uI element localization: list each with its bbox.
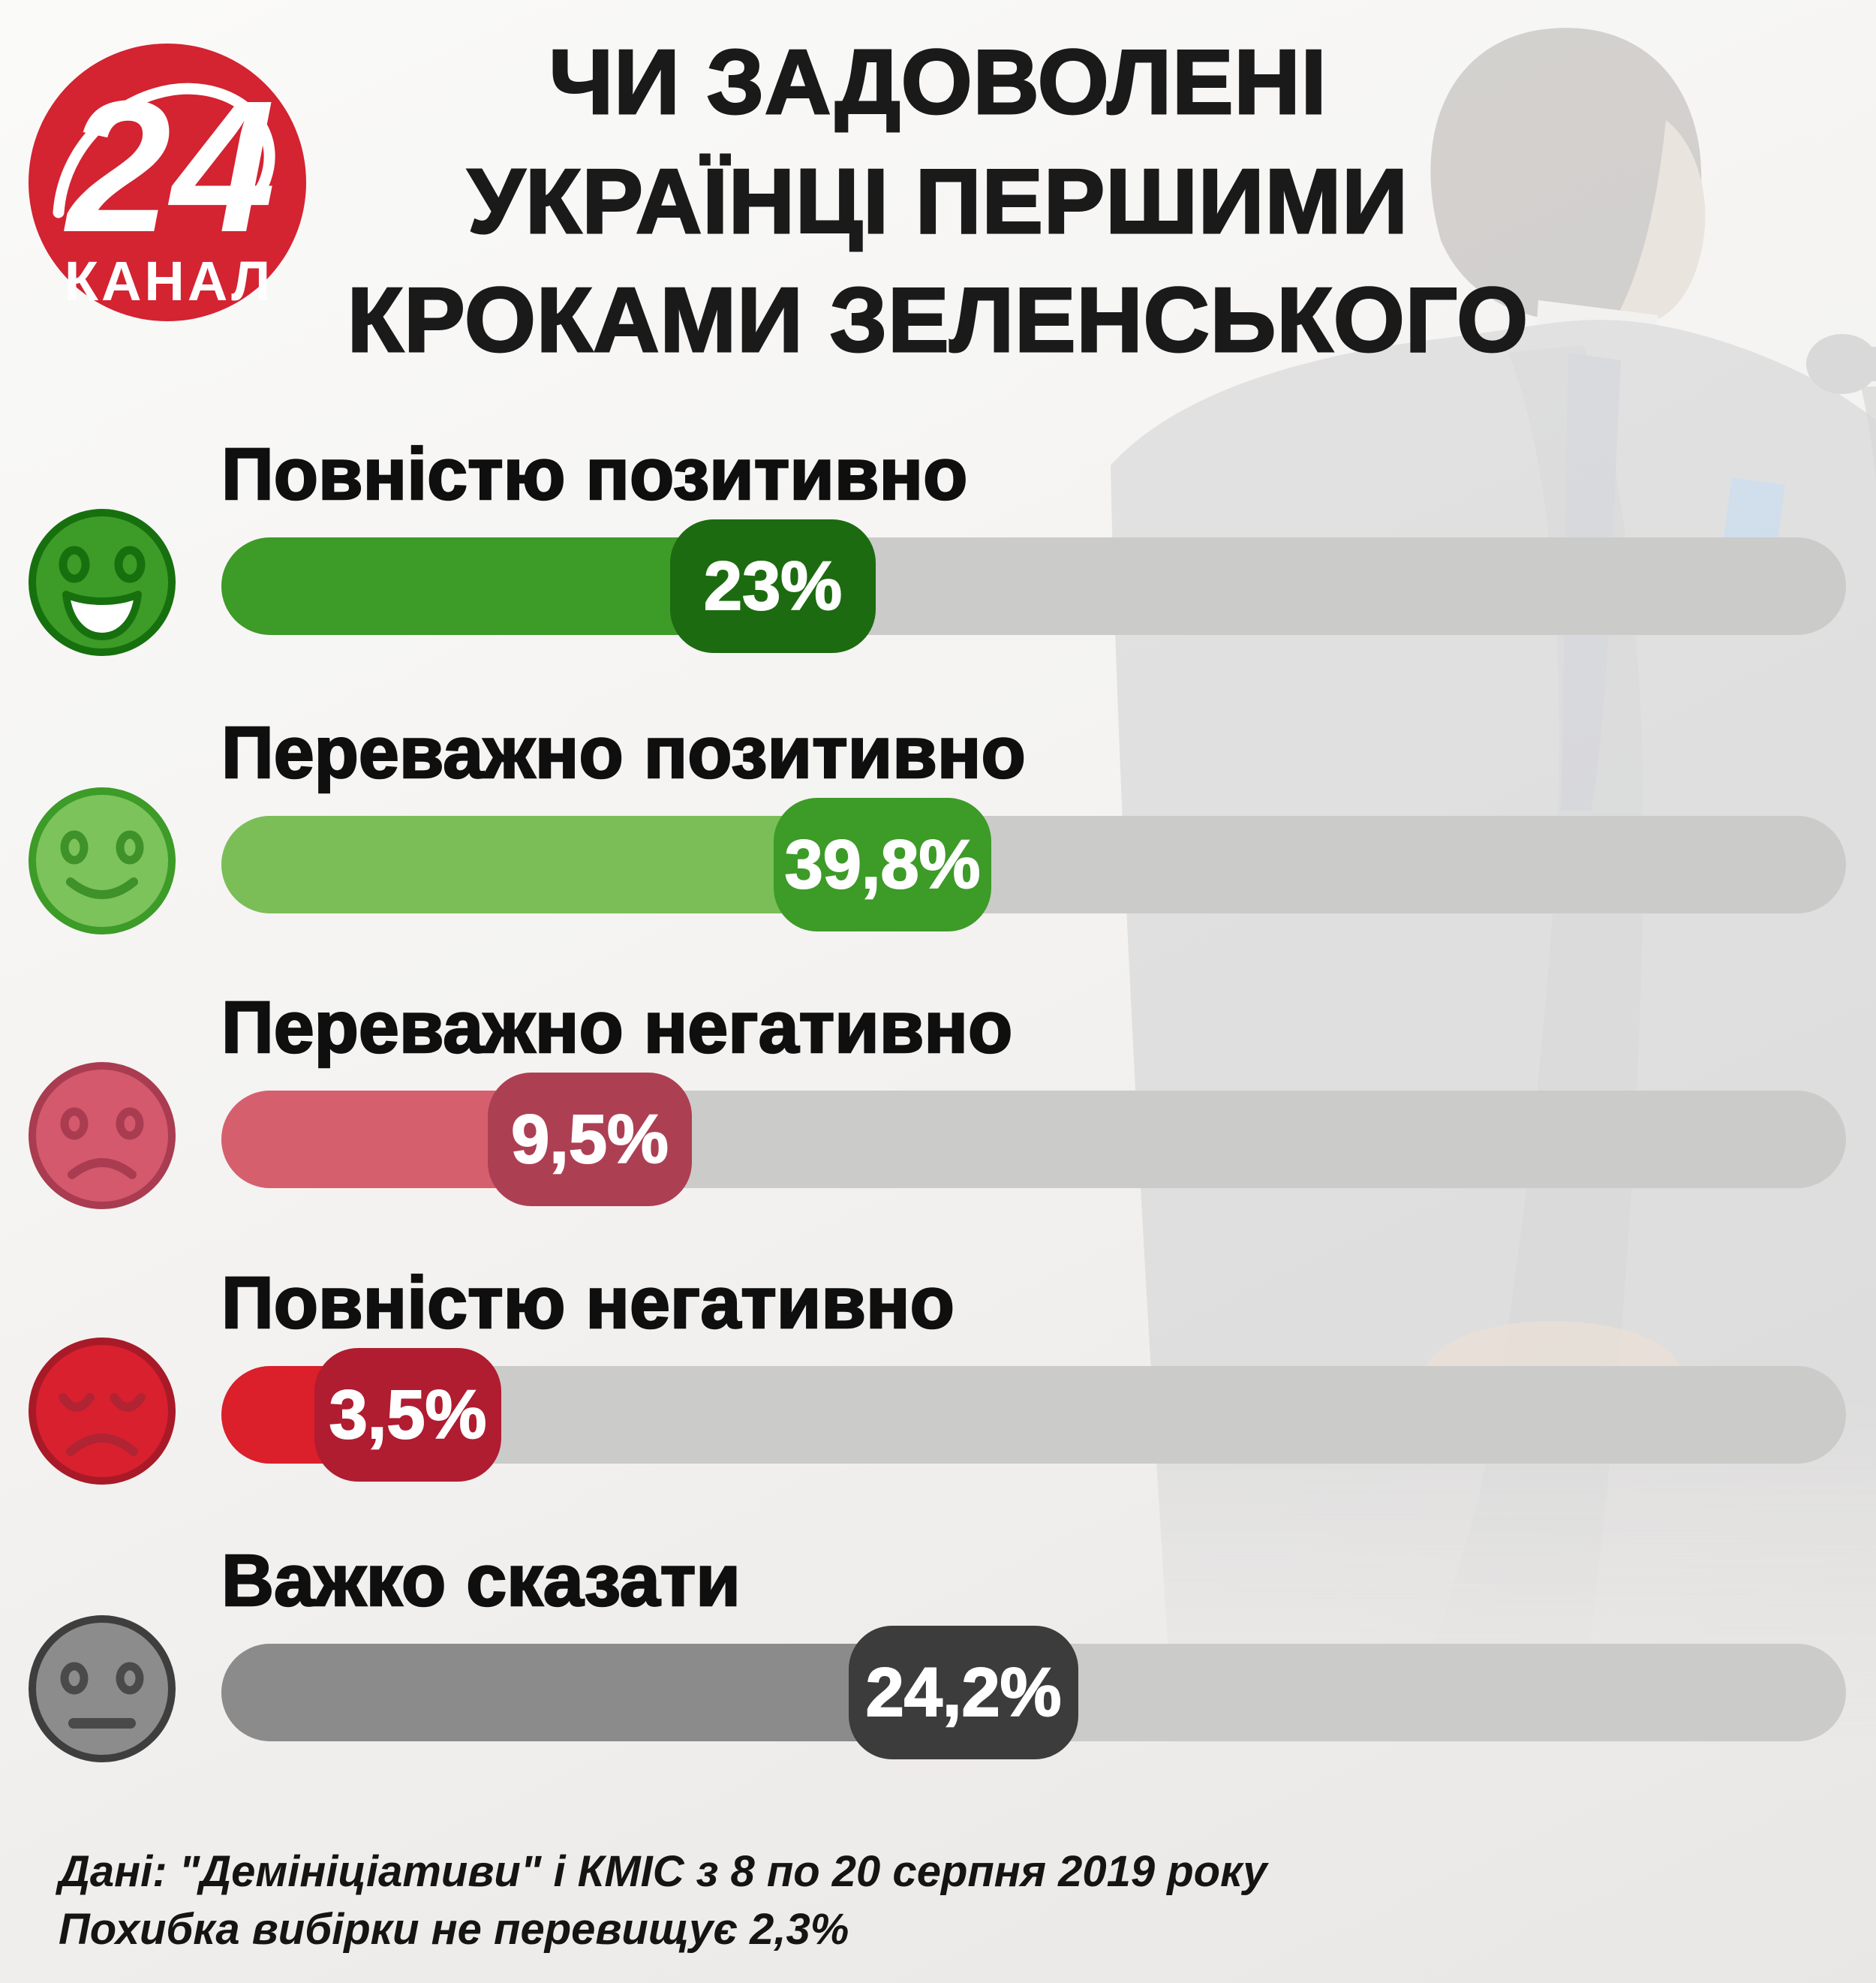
value-badge: 9,5% [488,1073,692,1206]
result-bar: 39,8% [221,798,1846,931]
channel-24-logo: 24 КАНАЛ [29,44,306,321]
title-line-3: КРОКАМИ ЗЕЛЕНСЬКОГО [346,268,1529,372]
value-badge: 3,5% [314,1348,501,1482]
source-line-1: Дані: "Демініціативи" і КМІС з 8 по 20 с… [59,1847,1267,1896]
page-title: ЧИ ЗАДОВОЛЕНІ УКРАЇНЦІ ПЕРШИМИ КРОКАМИ З… [0,23,1876,380]
value-badge: 23% [670,519,876,653]
title-line-2: УКРАЇНЦІ ПЕРШИМИ [467,149,1409,253]
value-badge: 24,2% [849,1626,1078,1759]
source-note: Дані: "Демініціативи" і КМІС з 8 по 20 с… [59,1843,1267,1958]
result-bar: 3,5% [221,1348,1846,1482]
smiling-face-icon [27,786,177,936]
microphone [1806,334,1876,480]
logo-swoosh [53,83,275,218]
poll-row-hard-to-say: Важко сказати 24,2% [0,1543,1876,1762]
result-bar: 9,5% [221,1073,1846,1206]
logo-number: 24 [64,62,275,271]
value-label: 9,5% [510,1100,669,1178]
answer-label: Повністю негативно [221,1262,955,1344]
answer-label: Повністю позитивно [221,433,969,515]
source-line-2: Похибка вибірки не перевищує 2,3% [59,1905,849,1954]
poll-row-fully-negative: Повністю негативно 3,5% [0,1265,1876,1485]
result-bar: 24,2% [221,1626,1846,1759]
value-label: 39,8% [784,826,982,904]
neutral-face-icon [27,1614,177,1764]
value-label: 23% [703,547,843,625]
answer-label: Важко сказати [221,1539,741,1621]
frowning-face-icon [27,1061,177,1211]
laughing-face-icon [27,507,177,657]
poll-row-fully-positive: Повністю позитивно 23% [0,437,1876,656]
value-badge: 39,8% [774,798,991,931]
logo-circle [29,44,306,321]
result-bar: 23% [221,519,1846,653]
poll-row-mostly-positive: Переважно позитивно 39,8% [0,715,1876,934]
answer-label: Переважно позитивно [221,712,1027,793]
answer-label: Переважно негативно [221,986,1014,1068]
value-label: 3,5% [329,1376,488,1454]
poll-row-mostly-negative: Переважно негативно 9,5% [0,990,1876,1209]
title-line-1: ЧИ ЗАДОВОЛЕНІ [548,30,1327,134]
logo-word: КАНАЛ [65,250,273,312]
value-label: 24,2% [865,1654,1063,1732]
sad-face-icon [27,1336,177,1486]
